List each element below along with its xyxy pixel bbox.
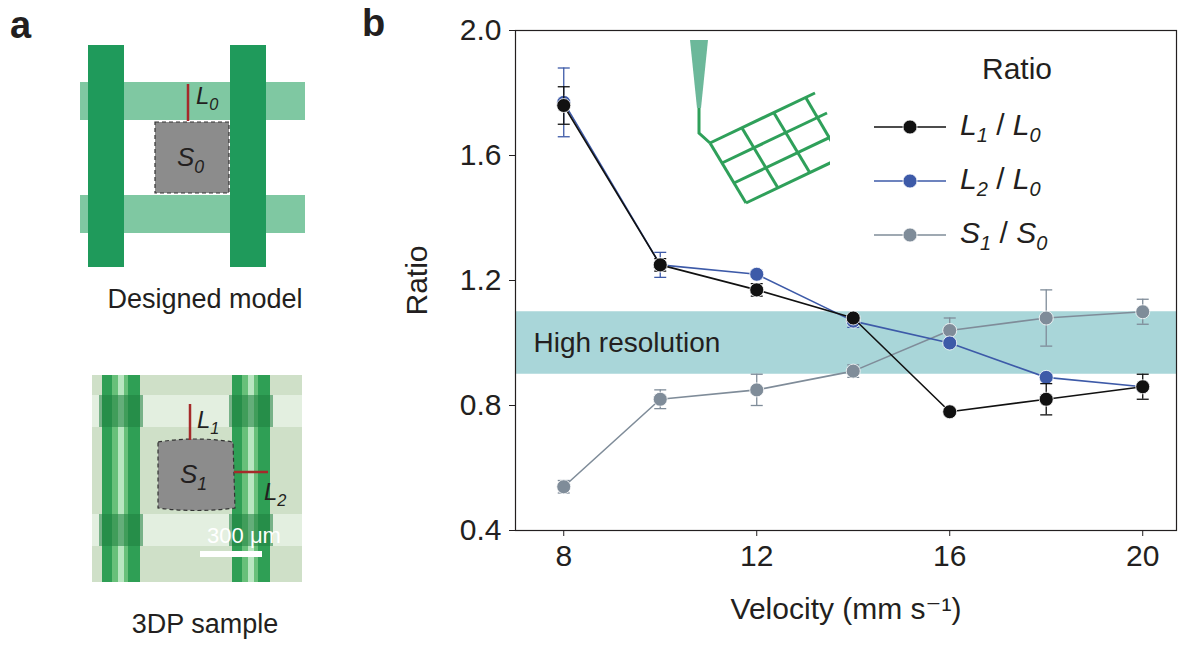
svg-text:3DP sample: 3DP sample [132, 609, 279, 639]
svg-text:0.4: 0.4 [460, 513, 502, 546]
svg-text:L1: L1 [197, 406, 219, 437]
svg-text:Designed model: Designed model [107, 284, 302, 314]
svg-text:S0: S0 [177, 142, 204, 177]
svg-text:16: 16 [933, 539, 966, 572]
svg-text:8: 8 [555, 539, 572, 572]
svg-text:a: a [10, 4, 32, 46]
svg-text:1.6: 1.6 [460, 138, 502, 171]
svg-text:20: 20 [1126, 539, 1159, 572]
svg-text:Velocity (mm s⁻¹): Velocity (mm s⁻¹) [731, 592, 962, 625]
svg-text:S1: S1 [180, 459, 207, 494]
svg-text:2.0: 2.0 [460, 13, 502, 46]
svg-text:1.2: 1.2 [460, 263, 502, 296]
svg-text:High resolution: High resolution [534, 327, 721, 358]
svg-text:0.8: 0.8 [460, 388, 502, 421]
html-text:L2/ L0: L2/ L0 [960, 161, 1041, 200]
html-text:Ratio: Ratio [982, 52, 1052, 85]
html-text:S1/ S0: S1/ S0 [960, 215, 1048, 254]
svg-text:L0: L0 [196, 82, 218, 113]
svg-text:Ratio: Ratio [400, 245, 433, 315]
html-text:L1/ L0: L1/ L0 [960, 107, 1041, 146]
svg-text:L2: L2 [264, 478, 286, 509]
html-text:b: b [362, 2, 386, 44]
svg-text:300 μm: 300 μm [207, 523, 281, 548]
svg-text:12: 12 [740, 539, 773, 572]
